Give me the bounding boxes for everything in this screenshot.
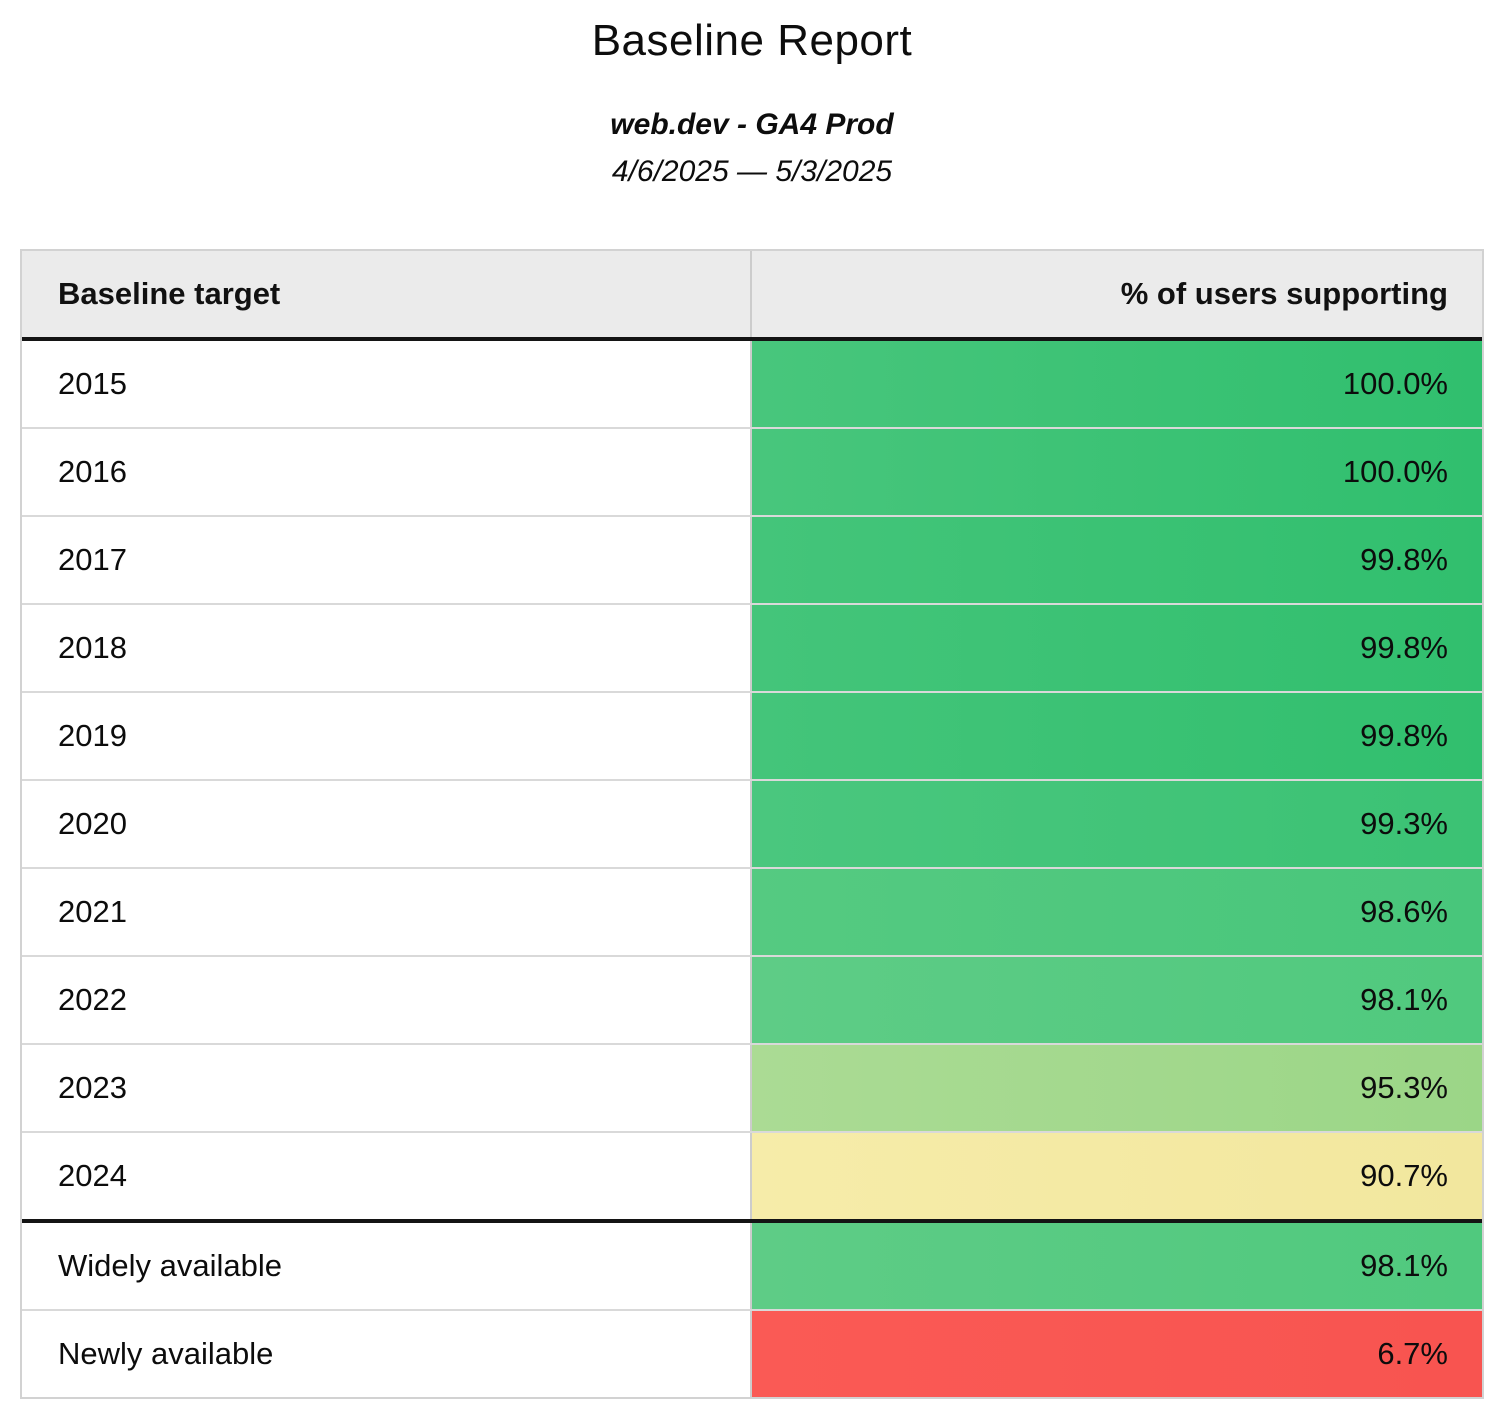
page-title: Baseline Report	[591, 16, 913, 65]
row-label: 2017	[22, 517, 752, 603]
row-value: 99.3%	[752, 781, 1482, 867]
row-label: Widely available	[22, 1223, 752, 1309]
report-date-range: 4/6/2025 — 5/3/2025	[611, 155, 893, 188]
row-label: 2015	[22, 341, 752, 427]
row-value: 90.7%	[752, 1133, 1482, 1219]
baseline-table: Baseline target % of users supporting 20…	[20, 249, 1484, 1399]
table-row: 2019 99.8%	[22, 691, 1482, 779]
row-value: 99.8%	[752, 517, 1482, 603]
row-label: 2018	[22, 605, 752, 691]
column-header-percent-users: % of users supporting	[1120, 276, 1448, 311]
row-value: 98.1%	[752, 1223, 1482, 1309]
row-label: Newly available	[22, 1311, 752, 1397]
table-row: 2017 99.8%	[22, 515, 1482, 603]
row-value: 98.6%	[752, 869, 1482, 955]
column-header-baseline-target: Baseline target	[22, 251, 752, 337]
table-body: 2015 100.0% 2016 100.0% 2017 99.8% 2018 99.8% 20…	[22, 341, 1482, 1397]
table-row: 2020 99.3%	[22, 779, 1482, 867]
table-row: 2024 90.7%	[22, 1131, 1482, 1219]
row-value: 95.3%	[752, 1045, 1482, 1131]
row-label: 2016	[22, 429, 752, 515]
table-row: 2016 100.0%	[22, 427, 1482, 515]
row-value: 100.0%	[752, 341, 1482, 427]
table-row: 2023 95.3%	[22, 1043, 1482, 1131]
row-label: 2024	[22, 1133, 752, 1219]
table-header-row: Baseline target % of users supporting	[22, 251, 1482, 341]
table-row: Newly available 6.7%	[22, 1309, 1482, 1397]
row-label: 2020	[22, 781, 752, 867]
report-subtitle: web.dev - GA4 Prod	[610, 108, 894, 141]
table-row: 2022 98.1%	[22, 955, 1482, 1043]
table-row: 2018 99.8%	[22, 603, 1482, 691]
row-label: 2022	[22, 957, 752, 1043]
table-row: 2015 100.0%	[22, 341, 1482, 427]
row-label: 2019	[22, 693, 752, 779]
table-row: Widely available 98.1%	[22, 1219, 1482, 1309]
row-value: 99.8%	[752, 693, 1482, 779]
row-value: 100.0%	[752, 429, 1482, 515]
row-value: 98.1%	[752, 957, 1482, 1043]
table-row: 2021 98.6%	[22, 867, 1482, 955]
row-value: 99.8%	[752, 605, 1482, 691]
row-label: 2023	[22, 1045, 752, 1131]
row-label: 2021	[22, 869, 752, 955]
row-value: 6.7%	[752, 1311, 1482, 1397]
